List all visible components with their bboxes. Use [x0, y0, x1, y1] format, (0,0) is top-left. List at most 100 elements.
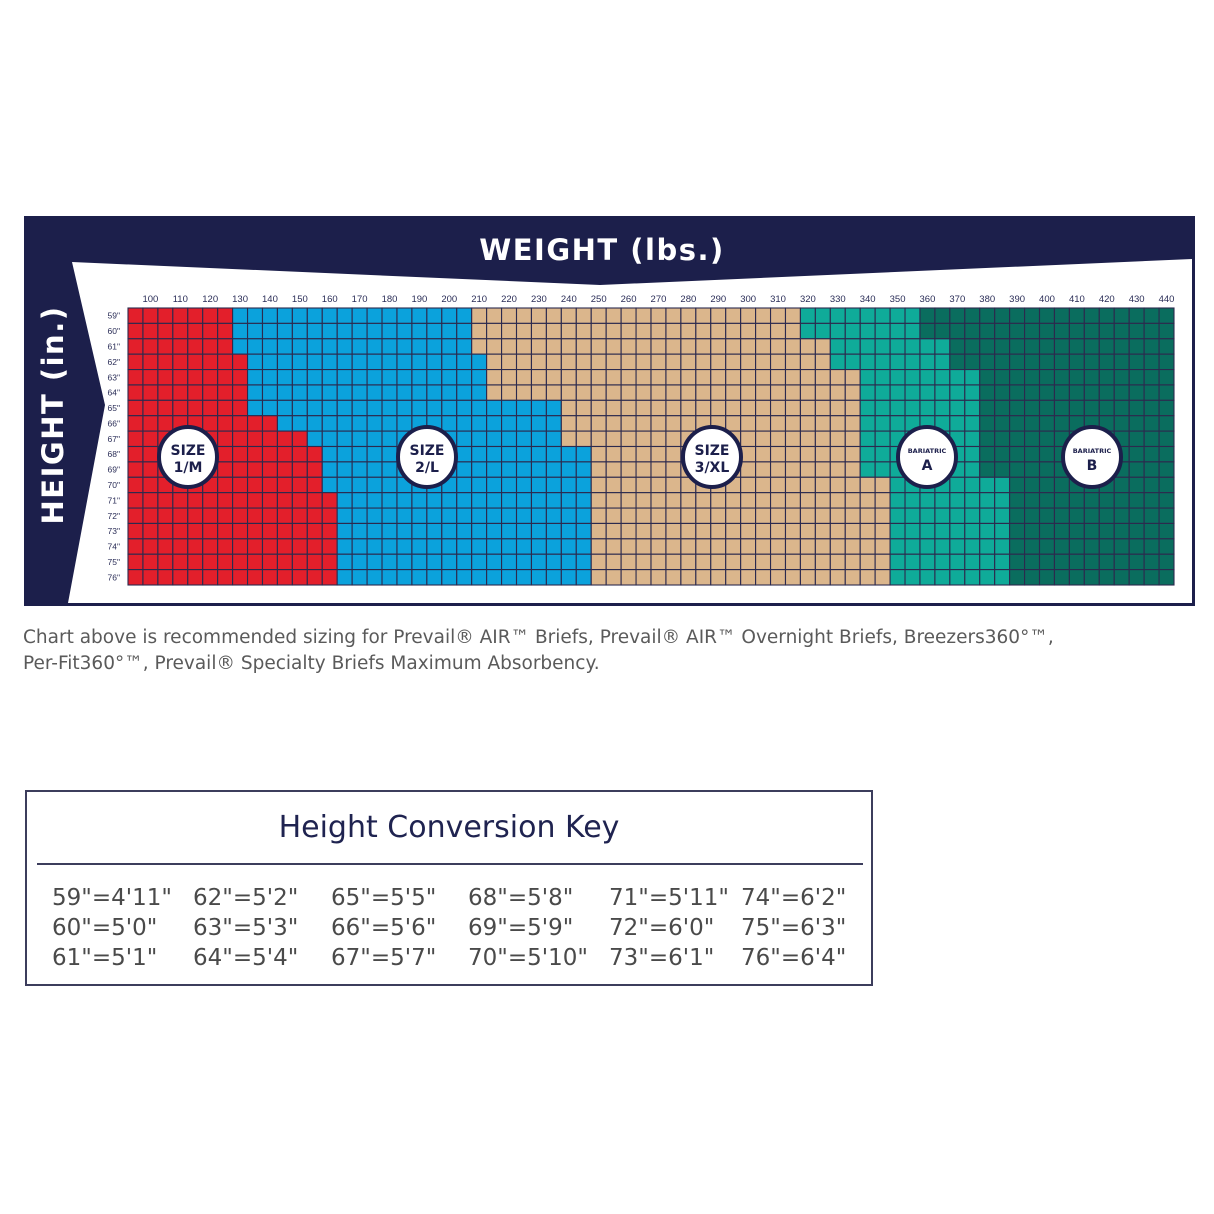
grid-cell	[142, 553, 159, 571]
key-entry: 75"=6'3"	[741, 915, 847, 941]
grid-cell	[784, 384, 801, 401]
grid-cell	[859, 445, 876, 463]
grid-cell	[1158, 353, 1175, 371]
grid-cell	[994, 353, 1011, 371]
grid-cell	[919, 307, 936, 324]
height-conversion-key: Height Conversion Key 59"=4'11" 60"=5'0" 6…	[25, 790, 873, 986]
grid-cell	[710, 507, 727, 524]
grid-cell	[874, 430, 891, 448]
grid-cell	[545, 492, 562, 509]
grid-cell	[725, 522, 742, 540]
grid-cell	[680, 415, 697, 432]
grid-cell	[979, 522, 996, 540]
grid-cell	[755, 369, 772, 386]
grid-cell	[844, 384, 861, 401]
grid-cell	[769, 507, 787, 524]
x-tick-label: 210	[471, 294, 487, 305]
grid-cell	[665, 569, 682, 586]
grid-cell	[441, 522, 458, 540]
grid-cell	[934, 353, 951, 371]
grid-cell	[1143, 553, 1160, 571]
grid-cell	[232, 369, 249, 386]
grid-cell	[829, 307, 846, 324]
grid-cell	[874, 569, 891, 586]
grid-cell	[889, 538, 906, 555]
grid-cell	[979, 415, 996, 432]
grid-cell	[306, 430, 323, 448]
grid-cell	[590, 307, 607, 324]
key-entry: 60"=5'0"	[52, 915, 158, 941]
grid-cell	[441, 415, 458, 432]
grid-cell	[261, 522, 278, 540]
grid-cell	[1158, 338, 1175, 355]
grid-cell	[740, 569, 757, 586]
grid-cell	[381, 507, 398, 524]
grid-cell	[1024, 322, 1041, 340]
grid-cell	[291, 307, 308, 324]
grid-cell	[964, 399, 981, 417]
grid-cell	[784, 522, 801, 540]
grid-cell	[530, 476, 547, 494]
grid-cell	[142, 445, 159, 463]
grid-cell	[471, 538, 488, 555]
grid-cell	[486, 461, 503, 478]
grid-cell	[456, 384, 473, 401]
grid-cell	[1068, 522, 1085, 540]
x-tick-label: 240	[561, 294, 577, 305]
grid-cell	[1158, 461, 1175, 478]
grid-cell	[874, 384, 891, 401]
grid-cell	[949, 553, 966, 571]
grid-cell	[740, 338, 757, 355]
grid-cell	[590, 461, 607, 478]
key-entry: 65"=5'5"	[331, 885, 437, 911]
grid-cell	[530, 322, 547, 340]
grid-cell	[844, 445, 861, 463]
grid-cell	[127, 522, 144, 540]
grid-cell	[575, 492, 592, 509]
grid-cell	[994, 538, 1011, 555]
grid-cell	[680, 492, 697, 509]
grid-cell	[1113, 338, 1130, 355]
grid-cell	[1083, 553, 1100, 571]
grid-cell	[590, 338, 607, 355]
x-tick-label: 320	[800, 294, 816, 305]
grid-cell	[1128, 399, 1145, 417]
grid-cell	[276, 507, 293, 524]
grid-cell	[904, 522, 921, 540]
grid-cell	[889, 307, 906, 324]
grid-cell	[306, 553, 323, 571]
grid-cell	[1038, 538, 1056, 555]
grid-cell	[426, 369, 443, 386]
grid-cell	[366, 492, 383, 509]
grid-cell	[964, 322, 981, 340]
grid-cell	[291, 553, 308, 571]
grid-cell	[545, 569, 562, 586]
grid-cell	[799, 522, 816, 540]
grid-cell	[844, 507, 861, 524]
grid-cell	[710, 538, 727, 555]
x-tick-label: 170	[352, 294, 368, 305]
grid-cell	[381, 461, 398, 478]
grid-cell	[321, 553, 338, 571]
grid-cell	[680, 569, 697, 586]
grid-cell	[291, 384, 308, 401]
grid-cell	[844, 353, 861, 371]
grid-cell	[874, 507, 891, 524]
grid-cell	[769, 476, 787, 494]
grid-cell	[799, 492, 816, 509]
grid-cell	[829, 384, 846, 401]
grid-cell	[784, 430, 801, 448]
grid-cell	[710, 369, 727, 386]
grid-cell	[471, 461, 488, 478]
grid-cell	[306, 507, 323, 524]
y-tick-label: 63"	[108, 372, 120, 382]
grid-cell	[396, 492, 413, 509]
grid-cell	[426, 384, 443, 401]
grid-cell	[321, 445, 338, 463]
grid-cell	[1113, 307, 1130, 324]
grid-cell	[276, 415, 293, 432]
grid-cell	[187, 538, 204, 555]
grid-cell	[232, 461, 249, 478]
size-badge-circle	[396, 425, 458, 489]
grid-cell	[1143, 415, 1160, 432]
